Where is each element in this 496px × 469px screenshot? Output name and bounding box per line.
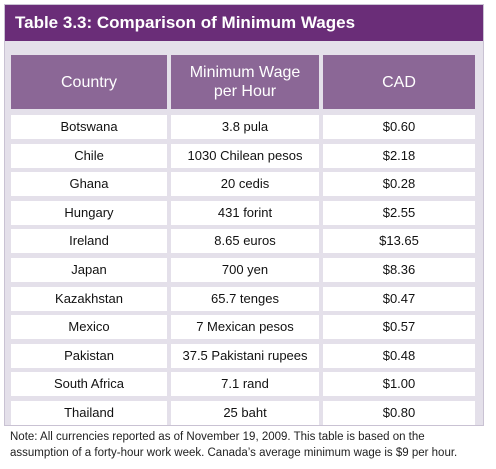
cell-minimum-wage: 1030 Chilean pesos — [171, 143, 319, 168]
cell-minimum-wage: 7.1 rand — [171, 372, 319, 397]
table-row: Botswana 3.8 pula $0.60 — [11, 115, 479, 139]
cell-country: Thailand — [11, 400, 167, 425]
table-body: Botswana 3.8 pula $0.60 Chile 1030 Chilean p… — [11, 115, 479, 425]
note-line-1: Note: All currencies reported as of Nove… — [10, 431, 425, 443]
cell-country: Pakistan — [11, 343, 167, 368]
table-title: Table 3.3: Comparison of Minimum Wages — [5, 5, 483, 41]
wage-table: Country Minimum Wage per Hour CAD Botswa… — [11, 55, 479, 430]
cell-minimum-wage: 3.8 pula — [171, 115, 319, 139]
cell-cad: $13.65 — [323, 229, 475, 254]
table-figure: Table 3.3: Comparison of Minimum Wages C… — [4, 4, 484, 426]
cell-minimum-wage: 65.7 tenges — [171, 286, 319, 311]
cell-cad: $0.80 — [323, 400, 475, 425]
table-row: Mexico 7 Mexican pesos $0.57 — [11, 315, 479, 340]
cell-country: Botswana — [11, 115, 167, 139]
table-row: Kazakhstan 65.7 tenges $0.47 — [11, 286, 479, 311]
cell-minimum-wage: 7 Mexican pesos — [171, 315, 319, 340]
table-row: Pakistan 37.5 Pakistani rupees $0.48 — [11, 343, 479, 368]
cell-country: South Africa — [11, 372, 167, 397]
cell-minimum-wage: 20 cedis — [171, 172, 319, 197]
table-row: Thailand 25 baht $0.80 — [11, 400, 479, 425]
header-row: Country Minimum Wage per Hour CAD — [11, 55, 479, 109]
cell-country: Hungary — [11, 200, 167, 225]
table-row: Hungary 431 forint $2.55 — [11, 200, 479, 225]
cell-country: Ghana — [11, 172, 167, 197]
header-minimum-wage: Minimum Wage per Hour — [171, 55, 319, 109]
cell-cad: $2.55 — [323, 200, 475, 225]
header-minimum-wage-text: Minimum Wage per Hour — [189, 64, 301, 100]
cell-minimum-wage: 700 yen — [171, 257, 319, 282]
cell-country: Kazakhstan — [11, 286, 167, 311]
cell-cad: $0.28 — [323, 172, 475, 197]
cell-cad: $2.18 — [323, 143, 475, 168]
table-row: Chile 1030 Chilean pesos $2.18 — [11, 143, 479, 168]
header-cad: CAD — [323, 55, 475, 109]
cell-cad: $0.48 — [323, 343, 475, 368]
table-row: Ireland 8.65 euros $13.65 — [11, 229, 479, 254]
cell-minimum-wage: 25 baht — [171, 400, 319, 425]
cell-minimum-wage: 431 forint — [171, 200, 319, 225]
cell-cad: $8.36 — [323, 257, 475, 282]
cell-country: Ireland — [11, 229, 167, 254]
cell-cad: $0.60 — [323, 115, 475, 139]
table-row: Japan 700 yen $8.36 — [11, 257, 479, 282]
table-row: South Africa 7.1 rand $1.00 — [11, 372, 479, 397]
table-row: Ghana 20 cedis $0.28 — [11, 172, 479, 197]
cell-country: Japan — [11, 257, 167, 282]
cell-country: Mexico — [11, 315, 167, 340]
note-line-2: assumption of a forty-hour work week. Ca… — [10, 447, 458, 459]
cell-cad: $1.00 — [323, 372, 475, 397]
cell-cad: $0.47 — [323, 286, 475, 311]
cell-minimum-wage: 8.65 euros — [171, 229, 319, 254]
cell-country: Chile — [11, 143, 167, 168]
cell-minimum-wage: 37.5 Pakistani rupees — [171, 343, 319, 368]
cell-cad: $0.57 — [323, 315, 475, 340]
table-note: Note: All currencies reported as of Nove… — [10, 429, 488, 461]
header-country: Country — [11, 55, 167, 109]
